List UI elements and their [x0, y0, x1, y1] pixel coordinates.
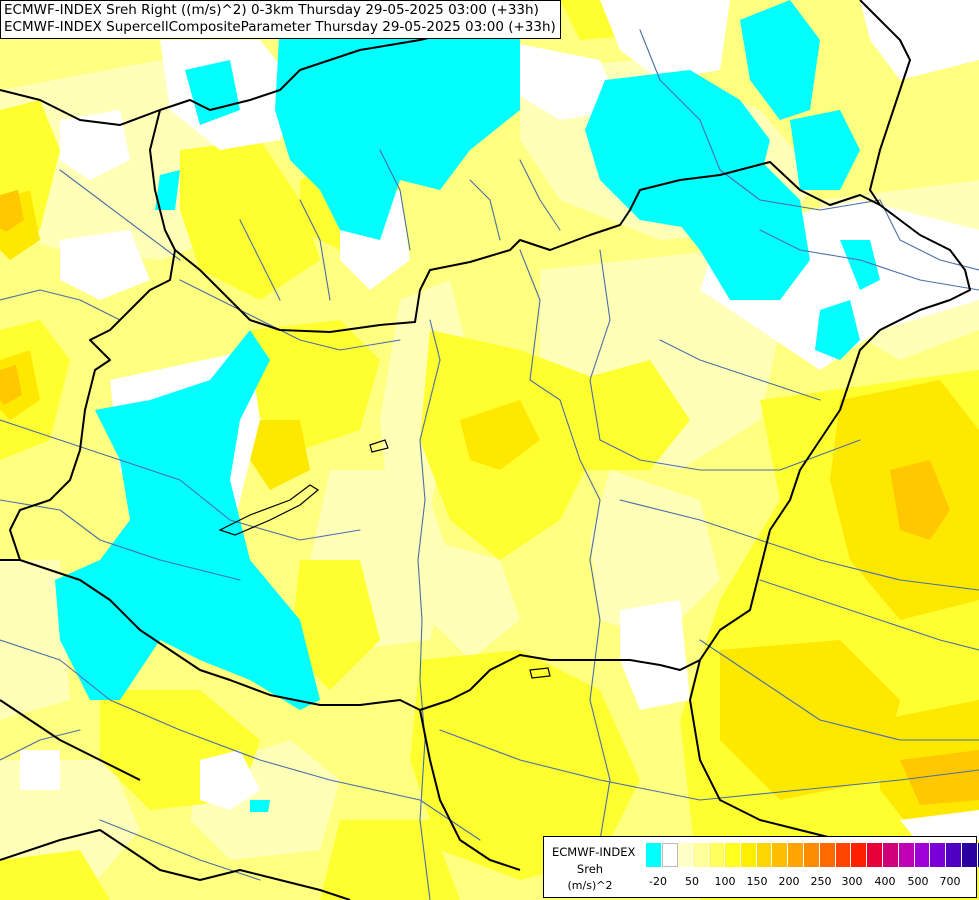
- legend-swatch: [772, 843, 789, 867]
- legend-swatch: [961, 843, 978, 867]
- lakes: [218, 439, 551, 679]
- map-title-box: ECMWF-INDEX Sreh Right ((m/s)^2) 0-3km T…: [0, 0, 561, 39]
- legend-swatch: [930, 843, 947, 867]
- border-bottom-left: [0, 829, 351, 900]
- legend-tick-label: 250: [810, 875, 832, 888]
- legend-swatch: [803, 843, 820, 867]
- legend-swatch: [788, 843, 804, 867]
- legend-swatch: [724, 843, 741, 867]
- legend-swatches: [646, 843, 979, 867]
- legend-tick-label: 500: [907, 875, 929, 888]
- legend-unit-label: (m/s)^2: [567, 879, 613, 892]
- legend-swatch: [693, 843, 710, 867]
- legend-swatch: [977, 843, 979, 867]
- legend-swatch: [756, 843, 773, 867]
- cyan-north-central: [275, 0, 520, 240]
- lake-small-2: [529, 667, 551, 679]
- lake-small-1: [369, 439, 389, 453]
- cyan-east-blob: [815, 300, 860, 360]
- legend-tick-labels: -20 50 100 150 200 250 300 400 500 700: [646, 875, 968, 891]
- legend-tick-label: 100: [714, 875, 736, 888]
- cyan-northeast-2: [740, 0, 820, 120]
- cyan-northeast-4: [790, 110, 860, 190]
- color-legend: ECMWF-INDEX Sreh (m/s)^2 -20 50 100 150 200 2…: [543, 836, 979, 898]
- cyan-small-nw: [185, 60, 240, 125]
- legend-tick-label: 700: [939, 875, 961, 888]
- cyan-west-strip: [60, 570, 150, 690]
- cyan-southeast-dot: [250, 800, 270, 812]
- border-south: [419, 709, 521, 871]
- lake-balaton: [218, 484, 320, 536]
- map-title-line-2: ECMWF-INDEX SupercellCompositeParameter …: [4, 19, 556, 35]
- legend-swatch: [740, 843, 757, 867]
- legend-swatch: [709, 843, 725, 867]
- cyan-northeast-5: [840, 240, 880, 290]
- orange-areas: [0, 190, 979, 805]
- legend-tick-label: 300: [841, 875, 863, 888]
- legend-swatch: [867, 843, 883, 867]
- legend-swatch: [946, 843, 962, 867]
- legend-swatch: [646, 843, 662, 867]
- legend-tick-label: -20: [649, 875, 667, 888]
- legend-tick-label: 50: [685, 875, 699, 888]
- legend-swatch: [914, 843, 931, 867]
- legend-tick-label: 200: [778, 875, 800, 888]
- legend-swatch: [851, 843, 868, 867]
- legend-swatch: [835, 843, 852, 867]
- legend-swatch: [898, 843, 915, 867]
- border-south-west-croatia: [0, 699, 141, 781]
- legend-swatch: [819, 843, 836, 867]
- legend-parameter-label: Sreh: [576, 862, 604, 876]
- rivers: [0, 29, 979, 900]
- legend-tick-label: 150: [746, 875, 768, 888]
- legend-swatch: [677, 843, 694, 867]
- border-hungary: [9, 161, 971, 711]
- map-title-line-1: ECMWF-INDEX Sreh Right ((m/s)^2) 0-3km T…: [4, 2, 539, 18]
- border-north-east: [859, 0, 911, 206]
- legend-swatch: [661, 843, 678, 867]
- cyan-northeast-3: [650, 150, 810, 300]
- cyan-small-w: [155, 170, 180, 210]
- legend-tick-label: 400: [874, 875, 896, 888]
- border-west: [149, 109, 176, 251]
- legend-swatch: [882, 843, 899, 867]
- cyan-areas: [55, 0, 880, 812]
- legend-model-label: ECMWF-INDEX: [552, 845, 636, 859]
